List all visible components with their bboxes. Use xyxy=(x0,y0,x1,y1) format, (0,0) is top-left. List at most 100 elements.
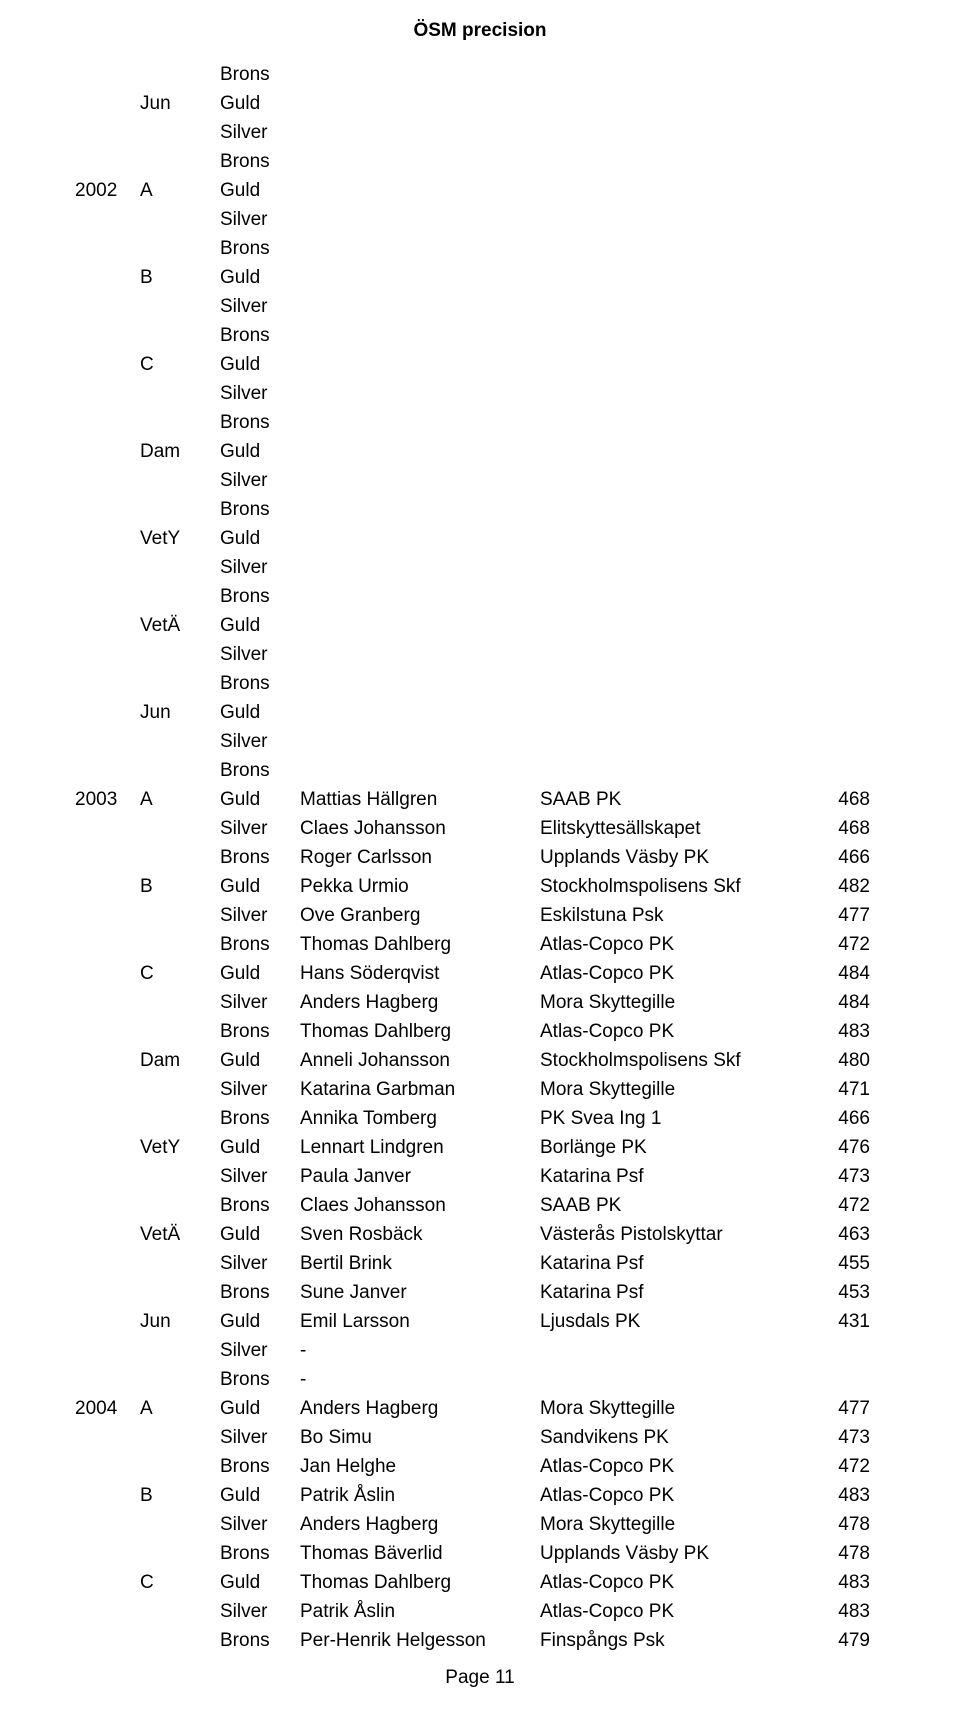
club-cell xyxy=(540,1336,820,1365)
table-row: BronsRoger CarlssonUpplands Väsby PK466 xyxy=(75,843,885,872)
year-cell xyxy=(75,669,140,698)
medal-cell: Brons xyxy=(220,321,300,350)
name-cell xyxy=(300,234,540,263)
medal-cell: Brons xyxy=(220,1191,300,1220)
name-cell xyxy=(300,147,540,176)
name-cell xyxy=(300,466,540,495)
name-cell: Thomas Bäverlid xyxy=(300,1539,540,1568)
club-cell: Ljusdals PK xyxy=(540,1307,820,1336)
page-title: ÖSM precision xyxy=(75,20,885,42)
medal-cell: Guld xyxy=(220,437,300,466)
category-cell: B xyxy=(140,1481,220,1510)
year-cell xyxy=(75,1104,140,1133)
medal-cell: Silver xyxy=(220,814,300,843)
table-row: SilverBertil BrinkKatarina Psf455 xyxy=(75,1249,885,1278)
table-row: Brons xyxy=(75,60,885,89)
club-cell: Upplands Väsby PK xyxy=(540,843,820,872)
table-row: Brons xyxy=(75,582,885,611)
table-row: VetYGuld xyxy=(75,524,885,553)
name-cell xyxy=(300,60,540,89)
year-cell xyxy=(75,495,140,524)
category-cell xyxy=(140,756,220,785)
table-row: CGuldThomas DahlbergAtlas-Copco PK483 xyxy=(75,1568,885,1597)
year-cell xyxy=(75,727,140,756)
score-cell: 476 xyxy=(820,1133,870,1162)
medal-cell: Guld xyxy=(220,1046,300,1075)
name-cell xyxy=(300,524,540,553)
name-cell xyxy=(300,292,540,321)
score-cell: 482 xyxy=(820,872,870,901)
table-row: VetYGuldLennart LindgrenBorlänge PK476 xyxy=(75,1133,885,1162)
name-cell xyxy=(300,611,540,640)
category-cell xyxy=(140,1017,220,1046)
club-cell: Atlas-Copco PK xyxy=(540,1481,820,1510)
medal-cell: Brons xyxy=(220,843,300,872)
category-cell xyxy=(140,582,220,611)
category-cell xyxy=(140,1249,220,1278)
category-cell xyxy=(140,1539,220,1568)
club-cell xyxy=(540,553,820,582)
year-cell xyxy=(75,901,140,930)
club-cell xyxy=(540,118,820,147)
year-cell xyxy=(75,1423,140,1452)
medal-cell: Silver xyxy=(220,1336,300,1365)
name-cell xyxy=(300,582,540,611)
medal-cell: Guld xyxy=(220,1568,300,1597)
medal-cell: Brons xyxy=(220,1452,300,1481)
club-cell xyxy=(540,1365,820,1394)
score-cell: 471 xyxy=(820,1075,870,1104)
name-cell: Anders Hagberg xyxy=(300,988,540,1017)
club-cell xyxy=(540,234,820,263)
score-cell: 477 xyxy=(820,1394,870,1423)
medal-cell: Brons xyxy=(220,408,300,437)
category-cell xyxy=(140,234,220,263)
table-row: BronsThomas DahlbergAtlas-Copco PK472 xyxy=(75,930,885,959)
year-cell xyxy=(75,756,140,785)
name-cell: Anneli Johansson xyxy=(300,1046,540,1075)
category-cell: A xyxy=(140,1394,220,1423)
year-cell xyxy=(75,988,140,1017)
year-cell xyxy=(75,1510,140,1539)
category-cell: VetY xyxy=(140,1133,220,1162)
medal-cell: Brons xyxy=(220,756,300,785)
table-row: DamGuld xyxy=(75,437,885,466)
score-cell xyxy=(820,379,870,408)
medal-cell: Silver xyxy=(220,379,300,408)
category-cell xyxy=(140,1365,220,1394)
medal-cell: Silver xyxy=(220,1510,300,1539)
name-cell: Bo Simu xyxy=(300,1423,540,1452)
club-cell: Katarina Psf xyxy=(540,1162,820,1191)
table-row: Silver xyxy=(75,466,885,495)
category-cell xyxy=(140,118,220,147)
medal-cell: Guld xyxy=(220,350,300,379)
club-cell xyxy=(540,147,820,176)
category-cell xyxy=(140,1510,220,1539)
medal-cell: Guld xyxy=(220,1220,300,1249)
year-cell xyxy=(75,1046,140,1075)
score-cell xyxy=(820,176,870,205)
score-cell: 466 xyxy=(820,843,870,872)
table-row: BronsThomas DahlbergAtlas-Copco PK483 xyxy=(75,1017,885,1046)
score-cell: 484 xyxy=(820,988,870,1017)
score-cell xyxy=(820,60,870,89)
name-cell xyxy=(300,495,540,524)
club-cell xyxy=(540,698,820,727)
table-row: VetÄGuldSven RosbäckVästerås Pistolskytt… xyxy=(75,1220,885,1249)
score-cell: 455 xyxy=(820,1249,870,1278)
club-cell xyxy=(540,263,820,292)
club-cell: SAAB PK xyxy=(540,1191,820,1220)
page: ÖSM precision BronsJunGuldSilverBrons200… xyxy=(0,0,960,1719)
medal-cell: Brons xyxy=(220,147,300,176)
year-cell xyxy=(75,1307,140,1336)
table-row: SilverAnders HagbergMora Skyttegille484 xyxy=(75,988,885,1017)
name-cell: Claes Johansson xyxy=(300,1191,540,1220)
year-cell xyxy=(75,872,140,901)
name-cell xyxy=(300,640,540,669)
category-cell: VetÄ xyxy=(140,611,220,640)
category-cell xyxy=(140,988,220,1017)
year-cell xyxy=(75,1162,140,1191)
name-cell: Paula Janver xyxy=(300,1162,540,1191)
medal-cell: Silver xyxy=(220,1075,300,1104)
medal-cell: Silver xyxy=(220,640,300,669)
club-cell xyxy=(540,205,820,234)
